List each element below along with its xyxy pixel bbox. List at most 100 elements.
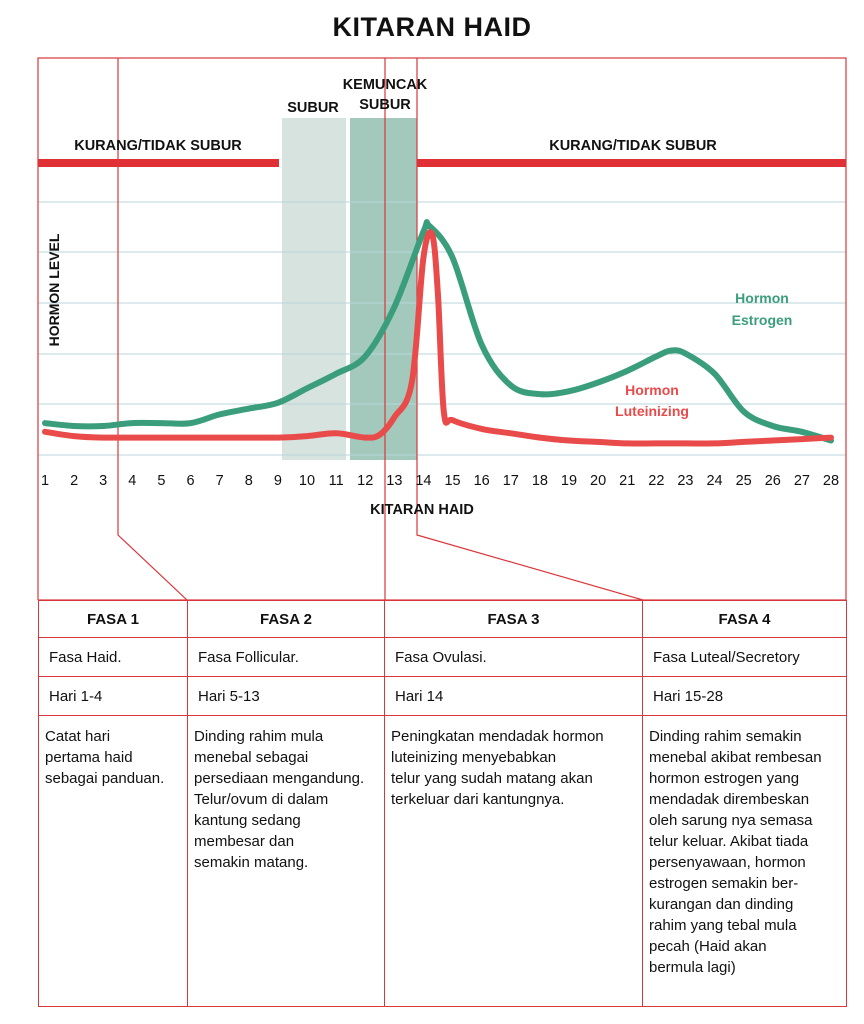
estrogen-label-line2: Estrogen (732, 312, 793, 328)
fertility-zones (282, 118, 417, 460)
desc-line: oleh sarung nya semasa (649, 812, 813, 829)
desc-line: membesar dan (194, 833, 295, 850)
desc-line: pertama haid (45, 749, 133, 766)
x-tick-label: 12 (357, 473, 373, 489)
phase-3-name: Fasa Ovulasi. (384, 637, 643, 677)
desc-line: bermula lagi) (649, 959, 736, 976)
phase-3-days: Hari 14 (384, 676, 643, 716)
desc-line: luteinizing menyebabkan (391, 749, 557, 766)
zone-kemuncak-band (350, 118, 417, 460)
hormone-series (42, 219, 834, 447)
phase-3-desc: Peningkatan mendadak hormon luteinizing … (384, 715, 643, 1007)
infertile-bars (38, 159, 846, 167)
desc-line: telur yang sudah matang akan (391, 770, 593, 787)
desc-line: kantung sedang (194, 812, 301, 829)
x-tick-label: 1 (41, 473, 49, 489)
phase-header-row: FASA 1 FASA 2 FASA 3 FASA 4 (38, 600, 847, 638)
desc-line: terkeluar dari kantungnya. (391, 791, 565, 808)
x-tick-label: 20 (590, 473, 606, 489)
desc-line: Dinding rahim mula (194, 728, 324, 745)
x-tick-label: 13 (386, 473, 402, 489)
x-tick-label: 19 (561, 473, 577, 489)
phase-4-divider (416, 58, 644, 600)
desc-line: sebagai panduan. (45, 770, 165, 787)
phase-1-title: FASA 1 (38, 600, 188, 638)
desc-line: telur keluar. Akibat tiada (649, 833, 809, 850)
desc-line: kurangan dan dinding (649, 896, 794, 913)
desc-line: Telur/ovum di dalam (194, 791, 329, 808)
x-tick-label: 16 (474, 473, 490, 489)
phase-2-name: Fasa Follicular. (187, 637, 385, 677)
x-tick-label: 8 (245, 473, 253, 489)
x-tick-label: 15 (444, 473, 460, 489)
x-axis-label: KITARAN HAID (370, 502, 474, 518)
zone-label-left: KURANG/TIDAK SUBUR (74, 138, 242, 154)
x-tick-label: 11 (329, 473, 344, 489)
x-tick-labels: 1 2 3 4 5 6 7 8 9 10 11 12 13 14 15 16 17 18 19 20 21 22 23 24 2… (41, 473, 839, 489)
desc-line: menebal akibat rembesan (649, 749, 822, 766)
zone-label-subur: SUBUR (287, 100, 339, 116)
phase-name-row: Fasa Haid. Fasa Follicular. Fasa Ovulasi… (38, 637, 847, 677)
phase-2-days: Hari 5-13 (187, 676, 385, 716)
zone-label-kemuncak: KEMUNCAK (343, 77, 428, 93)
phase-4-title: FASA 4 (642, 600, 847, 638)
page-title: KITARAN HAID (332, 12, 532, 42)
infertile-bar-right (417, 159, 846, 167)
x-tick-label: 22 (648, 473, 664, 489)
phase-4-name: Fasa Luteal/Secretory (642, 637, 847, 677)
x-tick-label: 27 (794, 473, 810, 489)
frame-border (37, 57, 847, 600)
luteinizing-line (42, 229, 834, 447)
menstrual-cycle-chart: 1 2 3 4 5 6 7 8 9 10 11 12 13 14 15 16 17 18 19 20 21 22 23 24 2… (37, 57, 847, 600)
desc-line: estrogen semakin ber- (649, 875, 799, 892)
lh-label-line2: Luteinizing (615, 403, 689, 419)
x-tick-label: 6 (187, 473, 195, 489)
desc-line: menebal sebagai (194, 749, 309, 766)
x-tick-label: 7 (216, 473, 224, 489)
zone-label-kemuncak-subur: SUBUR (359, 97, 411, 113)
phase-3-title: FASA 3 (384, 600, 643, 638)
estrogen-label: Hormon (735, 290, 789, 306)
x-tick-label: 21 (619, 473, 635, 489)
desc-line: rahim yang tebal mula (649, 917, 797, 934)
desc-line: persediaan mengandung. (194, 770, 365, 787)
x-tick-label: 5 (157, 473, 165, 489)
phase-1-days: Hari 1-4 (38, 676, 188, 716)
phase-4-desc: Dinding rahim semakin menebal akibat rem… (642, 715, 847, 1007)
lh-label: Hormon (625, 382, 679, 398)
x-tick-label: 25 (736, 473, 752, 489)
x-tick-label: 3 (99, 473, 107, 489)
phase-1-divider (117, 58, 188, 600)
desc-line: persenyawaan, hormon (649, 854, 806, 871)
zone-subur-band (282, 118, 346, 460)
zone-label-right: KURANG/TIDAK SUBUR (549, 138, 717, 154)
x-tick-label: 26 (765, 473, 781, 489)
x-tick-label: 2 (70, 473, 78, 489)
phase-4-days: Hari 15-28 (642, 676, 847, 716)
desc-line: Dinding rahim semakin (649, 728, 802, 745)
phase-1-desc: Catat hari pertama haid sebagai panduan. (38, 715, 188, 1007)
infertile-bar-left (38, 159, 279, 167)
x-tick-label: 18 (532, 473, 548, 489)
x-tick-label: 10 (299, 473, 315, 489)
chart-frame (37, 57, 847, 600)
chart-text: KURANG/TIDAK SUBUR KURANG/TIDAK SUBUR SU… (46, 77, 792, 518)
phase-1-name: Fasa Haid. (38, 637, 188, 677)
desc-line: hormon estrogen yang (649, 770, 800, 787)
x-tick-label: 14 (415, 473, 431, 489)
x-tick-label: 23 (677, 473, 693, 489)
desc-line: Catat hari (45, 728, 111, 745)
phase-table: FASA 1 FASA 2 FASA 3 FASA 4 Fasa Haid. F… (38, 600, 847, 1007)
x-tick-label: 9 (274, 473, 282, 489)
x-tick-label: 4 (128, 473, 136, 489)
phase-desc-row: Catat hari pertama haid sebagai panduan.… (38, 715, 847, 1007)
phase-2-title: FASA 2 (187, 600, 385, 638)
desc-line: Peningkatan mendadak hormon (391, 728, 604, 745)
y-axis-label: HORMON LEVEL (46, 233, 62, 346)
phase-2-desc: Dinding rahim mula menebal sebagai perse… (187, 715, 385, 1007)
phase-days-row: Hari 1-4 Hari 5-13 Hari 14 Hari 15-28 (38, 676, 847, 716)
x-tick-label: 17 (503, 473, 519, 489)
estrogen-line (42, 219, 834, 444)
desc-line: pecah (Haid akan (649, 938, 767, 955)
desc-line: mendadak dirembeskan (649, 791, 810, 808)
